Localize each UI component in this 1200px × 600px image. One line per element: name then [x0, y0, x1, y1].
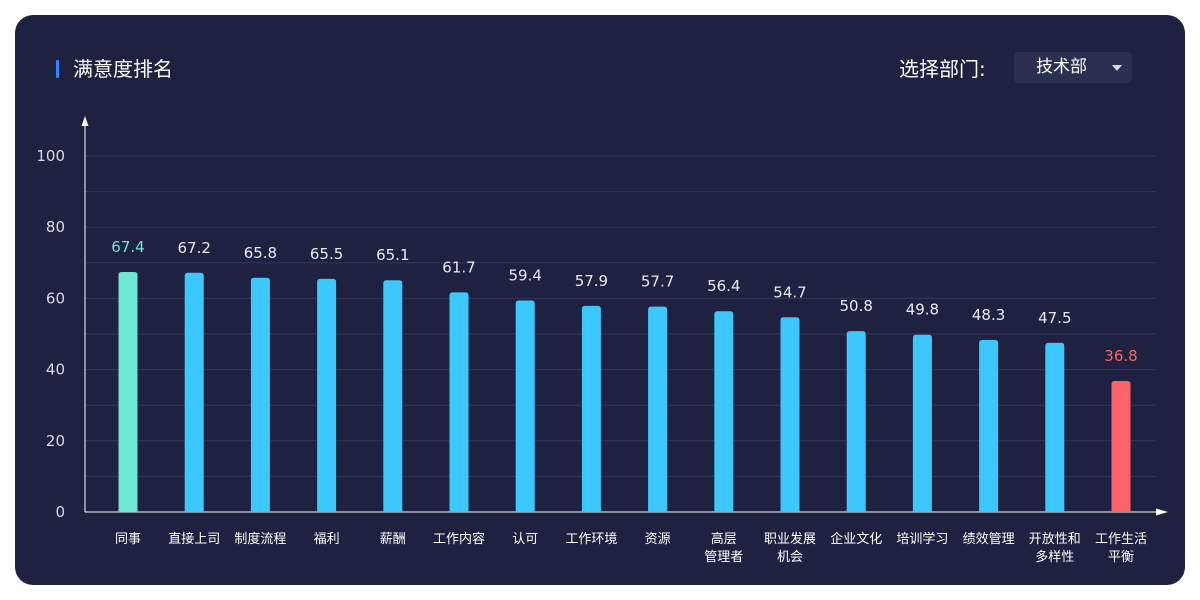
- bar: [780, 317, 800, 512]
- x-category-label: 机会: [777, 550, 803, 565]
- bar: [184, 272, 204, 512]
- bar: [449, 292, 469, 512]
- chart-panel: 满意度排名 选择部门: 技术部 0 20 40 60 80 100 67.4 同事 67.2 直接…: [15, 15, 1185, 585]
- y-tick-label: 20: [46, 432, 65, 450]
- bar-value-label: 67.4: [111, 238, 144, 256]
- bar-value-label: 65.5: [310, 245, 343, 263]
- bar: [515, 300, 535, 512]
- x-category-label: 薪酬: [380, 532, 406, 547]
- bar: [1111, 380, 1131, 512]
- y-axis-arrow: [81, 116, 89, 126]
- bar: [118, 272, 138, 512]
- bar-value-label: 67.2: [177, 239, 210, 257]
- bar: [714, 311, 734, 512]
- x-category-label: 认可: [512, 532, 538, 547]
- x-category-label: 开放性和: [1029, 532, 1081, 547]
- bar: [979, 340, 999, 512]
- bar-value-label: 65.8: [244, 244, 277, 262]
- bar-value-label: 54.7: [773, 283, 806, 301]
- bar: [317, 278, 337, 512]
- bar: [846, 331, 866, 512]
- bar-value-label: 57.7: [641, 273, 674, 291]
- bar-value-label: 49.8: [906, 301, 939, 319]
- x-category-label: 高层: [711, 531, 737, 547]
- bar: [383, 280, 403, 512]
- bar-value-label: 61.7: [442, 258, 475, 276]
- bar: [250, 277, 270, 512]
- bar-value-label: 50.8: [839, 297, 872, 315]
- bar-value-label: 48.3: [972, 306, 1005, 324]
- x-category-label: 管理者: [704, 550, 743, 565]
- y-tick-label: 80: [46, 218, 65, 236]
- x-category-label: 制度流程: [234, 531, 286, 547]
- x-category-label: 同事: [115, 532, 141, 547]
- x-axis-arrow: [1156, 508, 1168, 516]
- department-select[interactable]: 技术部: [1014, 52, 1132, 83]
- x-category-label: 平衡: [1108, 550, 1134, 565]
- bar: [1045, 342, 1065, 512]
- x-category-label: 工作内容: [433, 531, 485, 547]
- x-category-label: 福利: [314, 532, 340, 547]
- department-label: 选择部门:: [899, 57, 986, 81]
- x-category-label: 资源: [645, 532, 671, 547]
- x-category-label: 直接上司: [168, 531, 220, 547]
- title-accent-bar: [56, 60, 59, 78]
- x-category-label: 企业文化: [830, 531, 882, 547]
- y-tick-label: 60: [46, 289, 65, 307]
- bar: [581, 305, 601, 512]
- bar-value-label: 47.5: [1038, 309, 1071, 327]
- y-tick-label: 100: [36, 147, 65, 165]
- department-selected-value: 技术部: [1036, 57, 1087, 77]
- x-category-label: 工作生活: [1095, 532, 1147, 547]
- bar-value-label: 59.4: [508, 267, 541, 285]
- bar-value-label: 36.8: [1104, 347, 1137, 365]
- bar-chart: 0 20 40 60 80 100 67.4 同事 67.2 直接上司 65.8 制度流程 65.5 福利…: [36, 116, 1168, 565]
- x-category-label: 工作环境: [565, 532, 617, 547]
- bar: [912, 334, 932, 512]
- x-category-label: 职业发展: [764, 531, 816, 547]
- y-tick-label: 40: [46, 361, 65, 379]
- bar-value-label: 56.4: [707, 277, 740, 295]
- bar-value-label: 65.1: [376, 246, 409, 264]
- y-tick-label: 0: [55, 503, 65, 521]
- x-category-label: 培训学习: [896, 531, 948, 547]
- bar: [648, 306, 668, 512]
- chevron-down-icon[interactable]: [1112, 65, 1122, 71]
- x-category-label: 多样性: [1035, 549, 1074, 565]
- chart-title: 满意度排名: [73, 57, 173, 81]
- bar-value-label: 57.9: [575, 272, 608, 290]
- x-category-label: 绩效管理: [963, 532, 1015, 547]
